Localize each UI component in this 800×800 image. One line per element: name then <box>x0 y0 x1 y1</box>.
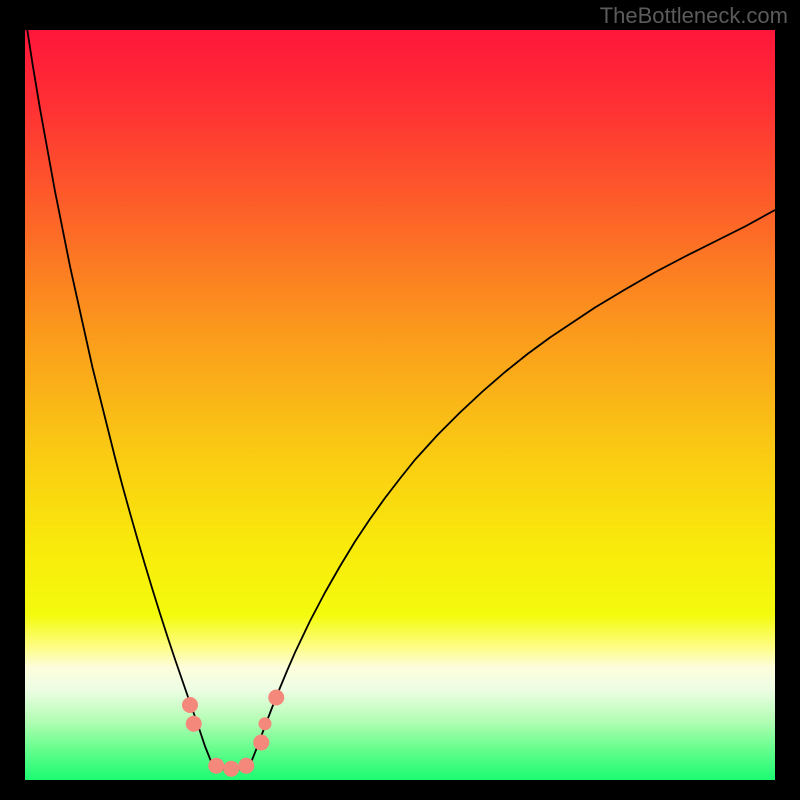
data-marker <box>186 716 202 732</box>
data-marker <box>223 761 239 777</box>
data-marker <box>253 735 269 751</box>
chart-container: TheBottleneck.com <box>0 0 800 800</box>
data-marker <box>259 717 272 730</box>
chart-svg <box>25 30 775 780</box>
plot-area <box>25 30 775 780</box>
gradient-background <box>25 30 775 780</box>
data-marker <box>182 697 198 713</box>
data-marker <box>208 758 224 774</box>
data-marker <box>238 758 254 774</box>
data-marker <box>268 690 284 706</box>
watermark-text: TheBottleneck.com <box>600 3 788 29</box>
